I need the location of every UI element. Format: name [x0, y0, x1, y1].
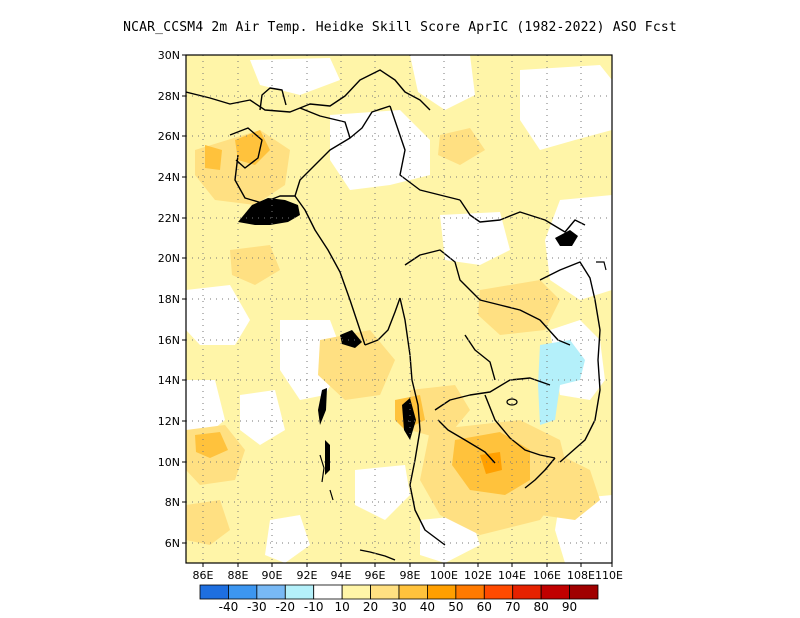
x-tick-label: 86E	[193, 569, 214, 582]
colorbar-label: 80	[534, 600, 549, 614]
dense-coastline-details	[238, 198, 578, 475]
x-tick-label: 94E	[331, 569, 352, 582]
colorbar-swatch	[313, 584, 343, 600]
x-tick-label: 98E	[400, 569, 421, 582]
coastlines-and-borders	[186, 69, 601, 561]
y-tick-label: 6N	[165, 537, 180, 550]
x-tick-label: 108E	[567, 569, 595, 582]
map-frame	[185, 54, 613, 564]
colorbar-label: -40	[219, 600, 239, 614]
islands	[319, 261, 607, 501]
y-tick-label: 16N	[158, 334, 180, 347]
y-tick-label: 14N	[158, 374, 180, 387]
x-tick-label: 88E	[228, 569, 249, 582]
colorbar-swatch	[540, 584, 570, 600]
colorbar-label: 60	[477, 600, 492, 614]
colorbar-label: 30	[391, 600, 406, 614]
y-tick-label: 20N	[158, 252, 180, 265]
colorbar-label: 10	[335, 600, 350, 614]
colorbar-swatch	[569, 584, 599, 600]
colorbar: -40 -30 -20 -10 10 20 30 40 50 60 70 80 90	[199, 584, 599, 614]
y-tick-label: 12N	[158, 415, 180, 428]
colorbar-swatch	[398, 584, 428, 600]
y-tick-label: 28N	[158, 90, 180, 103]
map-gridlines	[186, 55, 612, 563]
x-tick-label: 106E	[533, 569, 561, 582]
colorbar-swatch	[341, 584, 371, 600]
x-tick-label: 104E	[498, 569, 526, 582]
x-tick-label: 102E	[464, 569, 492, 582]
colorbar-label: 70	[505, 600, 520, 614]
no-skill-regions	[186, 55, 612, 563]
y-tick-label: 26N	[158, 130, 180, 143]
x-tick-label: 92E	[297, 569, 318, 582]
colorbar-swatch	[370, 584, 400, 600]
x-tick-label: 110E	[595, 569, 623, 582]
colorbar-swatch	[512, 584, 542, 600]
y-tick-label: 8N	[165, 496, 180, 509]
y-tick-label: 10N	[158, 456, 180, 469]
colorbar-label: 50	[448, 600, 463, 614]
x-tick-label: 100E	[430, 569, 458, 582]
x-tick-label: 90E	[262, 569, 283, 582]
negative-skill-region	[538, 340, 585, 425]
x-tick-label: 96E	[365, 569, 386, 582]
x-axis: 86E 88E 90E 92E 94E 96E 98E 100E 102E 10…	[193, 563, 623, 582]
y-axis: 6N 8N 10N 12N 14N 16N 18N 20N 22N 24N 26…	[158, 49, 186, 550]
chart-title: NCAR_CCSM4 2m Air Temp. Heidke Skill Sco…	[123, 20, 677, 35]
colorbar-swatch	[483, 584, 514, 600]
colorbar-label: 90	[562, 600, 577, 614]
colorbar-label: -10	[304, 600, 324, 614]
colorbar-swatch	[199, 584, 229, 600]
colorbar-swatch	[256, 584, 286, 600]
colorbar-swatch	[427, 584, 457, 600]
colorbar-swatch	[228, 584, 258, 600]
y-tick-label: 18N	[158, 293, 180, 306]
y-tick-label: 30N	[158, 49, 180, 62]
colorbar-swatch	[284, 584, 315, 600]
map-area	[186, 55, 612, 563]
colorbar-label: -30	[247, 600, 267, 614]
colorbar-swatch	[455, 584, 485, 600]
colorbar-label: -20	[275, 600, 295, 614]
colorbar-label: 40	[420, 600, 435, 614]
colorbar-label: 20	[363, 600, 378, 614]
y-tick-label: 24N	[158, 171, 180, 184]
y-tick-label: 22N	[158, 212, 180, 225]
skill-40-50-region	[480, 452, 502, 474]
